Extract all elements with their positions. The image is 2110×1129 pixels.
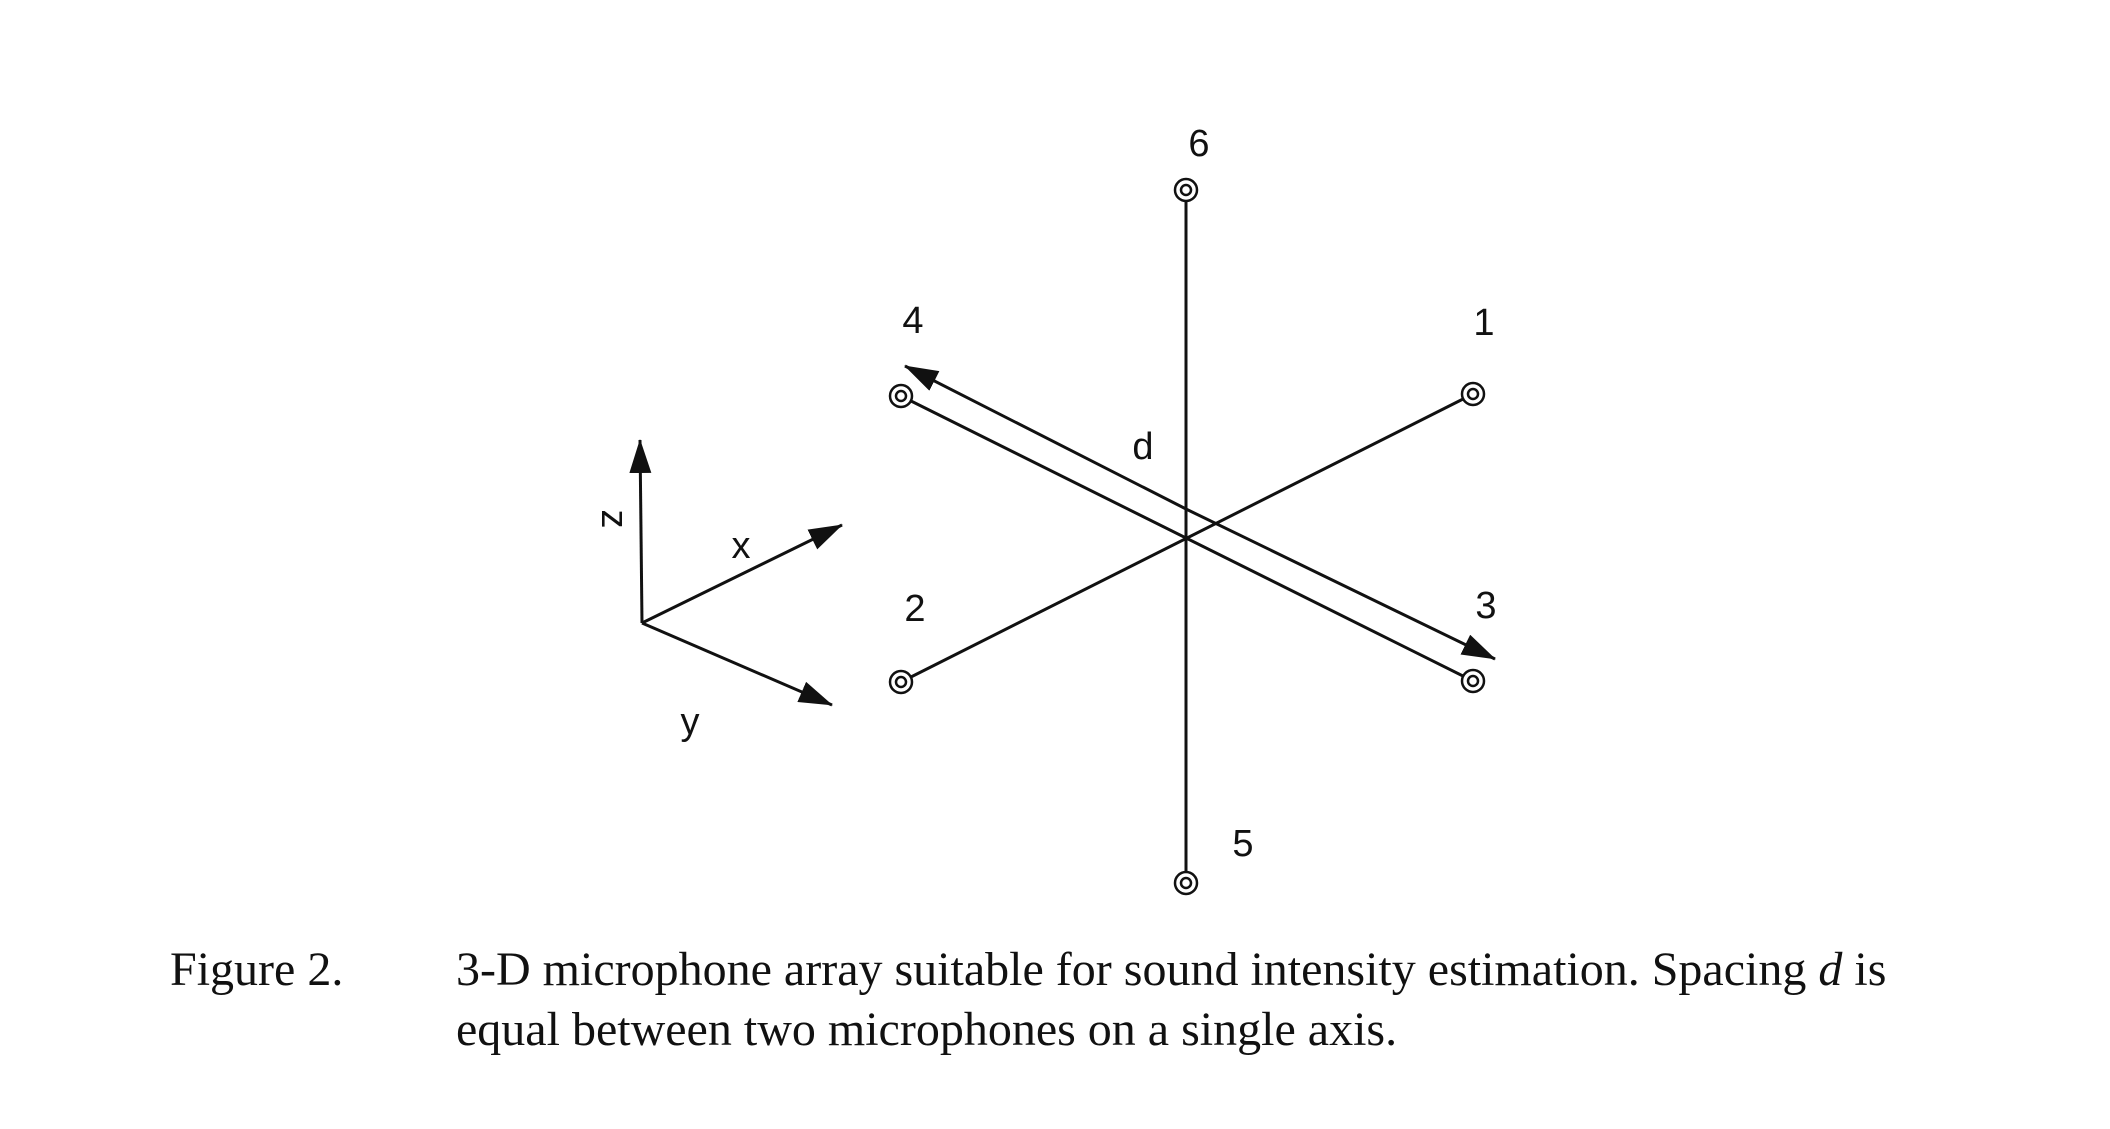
z-axis-arrow <box>629 439 652 624</box>
spacing-arrow-to-3 <box>1185 507 1496 661</box>
microphone-4: 4 <box>888 300 924 409</box>
y-axis-arrow <box>641 621 833 707</box>
microphone-2: 2 <box>888 588 926 695</box>
spacing-indicator: d <box>904 364 1496 661</box>
microphone-5: 5 <box>1173 823 1254 896</box>
microphone-3-label: 3 <box>1475 585 1496 627</box>
microphones: 6 4 1 2 3 5 <box>888 123 1497 896</box>
spacing-label: d <box>1132 426 1153 468</box>
caption-text: 3-D microphone array suitable for sound … <box>456 940 1970 1060</box>
coordinate-axes: z x y <box>593 439 843 743</box>
y-axis-label: y <box>681 701 700 743</box>
caption-variable: d <box>1818 943 1843 996</box>
z-axis-label: z <box>593 510 635 529</box>
microphone-2-label: 2 <box>904 588 925 630</box>
diagonal-axis-line-4-3 <box>900 394 1474 683</box>
caption-label: Figure 2. <box>170 943 344 996</box>
caption-text-after: is equal between two microphones on a si… <box>456 943 1887 1056</box>
figure-caption: Figure 2. 3-D microphone array suitable … <box>170 940 1970 1060</box>
microphone-5-label: 5 <box>1232 823 1253 865</box>
microphone-3: 3 <box>1460 585 1497 694</box>
microphone-6-label: 6 <box>1188 123 1209 165</box>
microphone-4-label: 4 <box>902 300 923 342</box>
x-axis-arrow <box>641 523 843 625</box>
caption-text-before: 3-D microphone array suitable for sound … <box>456 943 1819 996</box>
microphone-1: 1 <box>1460 302 1495 407</box>
x-axis-label: x <box>732 525 751 567</box>
microphone-1-label: 1 <box>1473 302 1494 344</box>
spacing-arrow-to-4 <box>904 364 1187 511</box>
array-lines <box>900 190 1474 883</box>
microphone-6: 6 <box>1173 123 1210 203</box>
